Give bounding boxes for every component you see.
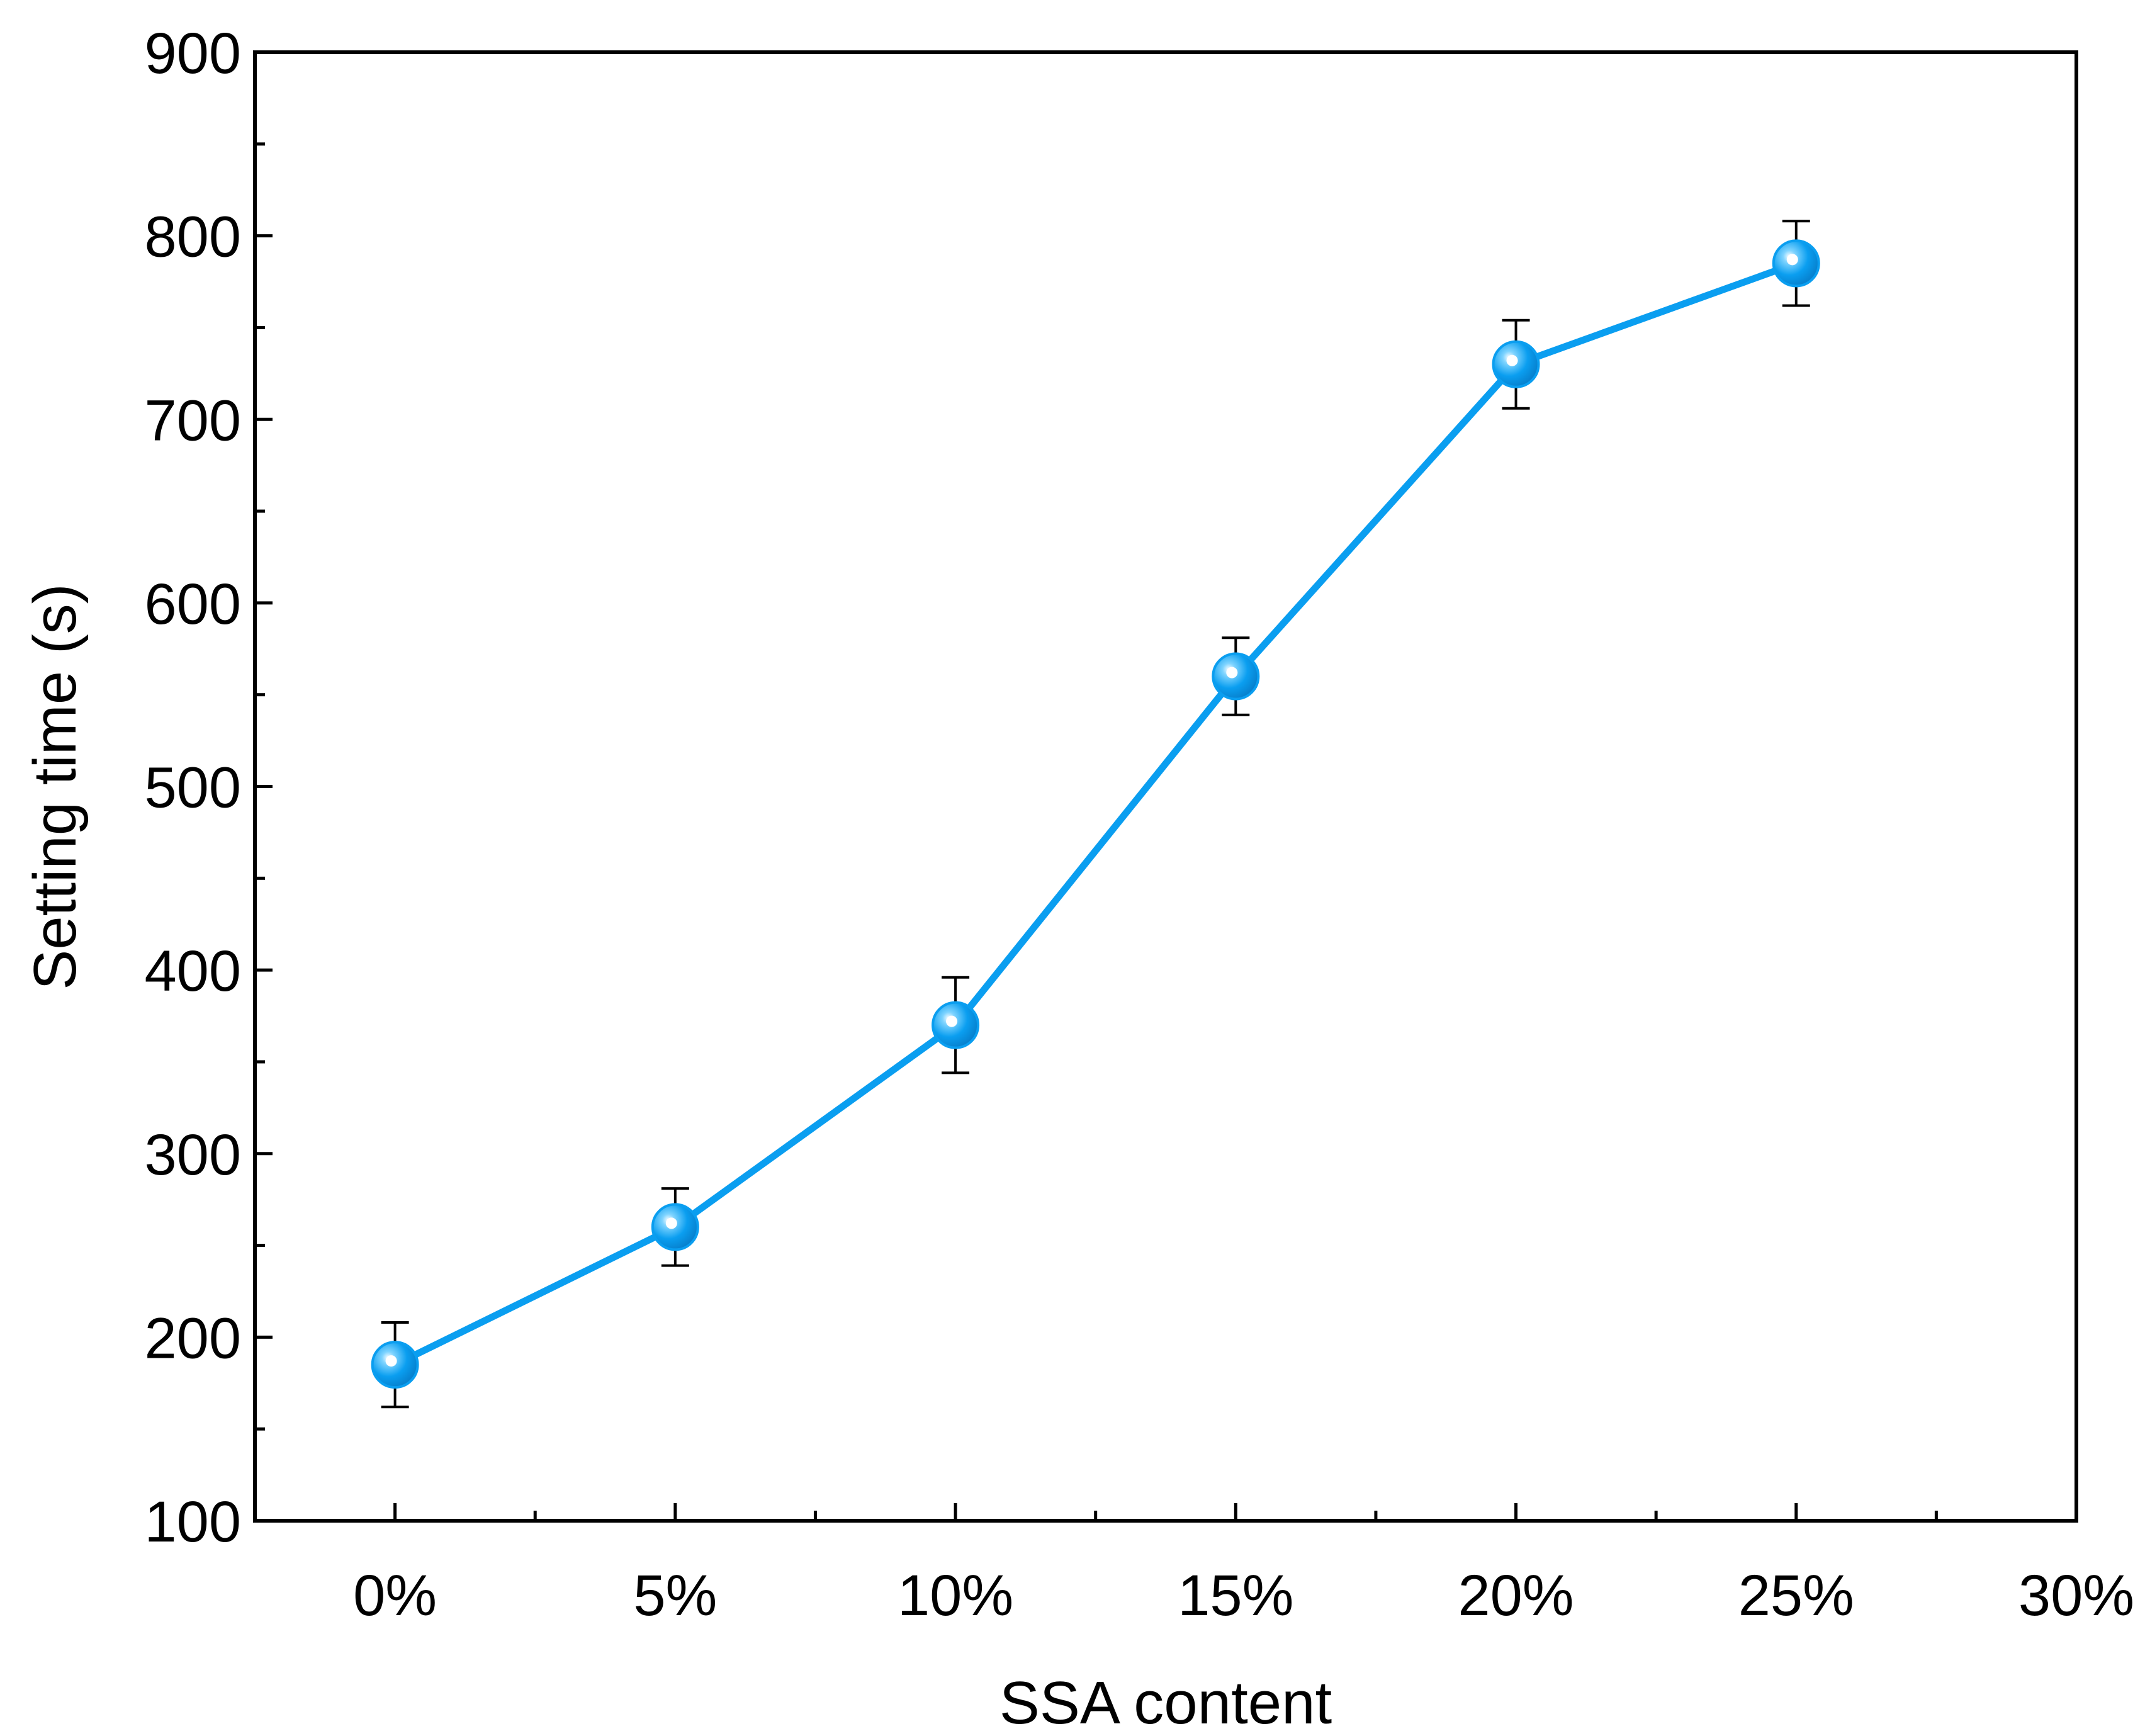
x-tick-label: 20% <box>1458 1564 1574 1628</box>
x-tick-label: 15% <box>1178 1564 1293 1628</box>
x-tick-label: 25% <box>1738 1564 1854 1628</box>
data-point-highlight <box>385 1355 397 1367</box>
x-axis-title: SSA content <box>999 1669 1332 1736</box>
y-tick-label: 200 <box>145 1306 242 1370</box>
x-tick-label: 5% <box>633 1564 717 1628</box>
y-axis: 100 200 300 400 500 600 700 800 900 <box>145 21 273 1554</box>
y-axis-title: Setting time (s) <box>21 583 89 990</box>
series-layer <box>371 220 1820 1409</box>
y-tick-label: 100 <box>145 1490 242 1554</box>
x-axis: 0% 5% 10% 15% 20% 25% 30% <box>353 1503 2134 1628</box>
data-point-highlight <box>665 1217 677 1229</box>
data-point-highlight <box>1786 254 1798 266</box>
y-tick-label: 400 <box>145 939 242 1003</box>
y-tick-label: 600 <box>145 572 242 636</box>
x-tick-label: 30% <box>2018 1564 2134 1628</box>
data-point-highlight <box>1506 354 1518 366</box>
y-tick-label: 300 <box>145 1123 242 1187</box>
data-point-highlight <box>1226 667 1238 679</box>
y-tick-label: 700 <box>145 388 242 453</box>
series-line <box>391 259 1800 1368</box>
y-tick-label: 900 <box>145 21 242 86</box>
x-tick-label: 0% <box>353 1564 437 1628</box>
data-point-highlight <box>946 1015 958 1027</box>
y-tick-label: 800 <box>145 205 242 269</box>
y-tick-label: 500 <box>145 756 242 820</box>
x-tick-label: 10% <box>898 1564 1013 1628</box>
